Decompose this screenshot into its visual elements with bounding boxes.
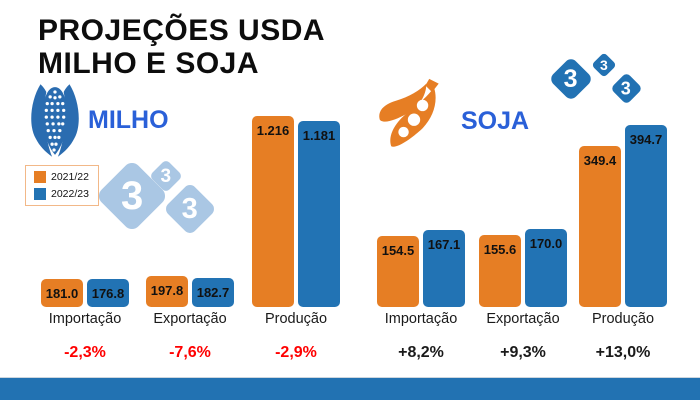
bar-milho-exportacao-2022-23: 182.7 xyxy=(192,278,234,307)
bar-group-milho-exportacao: 197.8 182.7 Exportação -7,6% xyxy=(128,0,252,400)
bar-soja-importacao-2022-23: 167.1 xyxy=(423,230,465,307)
bar-pair: 155.6 170.0 xyxy=(479,229,567,307)
bar-value: 1.216 xyxy=(256,123,290,138)
bar-soja-exportacao-2022-23: 170.0 xyxy=(525,229,567,307)
category-label: Produção xyxy=(264,311,328,327)
legend-swatch-2022-23 xyxy=(34,188,46,200)
bar-group-soja-exportacao: 155.6 170.0 Exportação +9,3% xyxy=(461,0,585,400)
category-label: Importação xyxy=(48,311,122,327)
legend-label-2022-23: 2022/23 xyxy=(51,188,89,200)
legend-item-2021-22: 2021/22 xyxy=(34,171,98,183)
page-title: PROJEÇÕES USDA MILHO E SOJA xyxy=(38,14,325,80)
category-label: Importação xyxy=(384,311,458,327)
bar-value: 176.8 xyxy=(91,286,125,301)
corn-icon xyxy=(26,82,84,160)
change-percent-label: -7,6% xyxy=(169,344,211,361)
bar-group-soja-producao: 349.4 394.7 Produção +13,0% xyxy=(561,0,685,400)
bar-milho-exportacao-2021-22: 197.8 xyxy=(146,276,188,307)
bar-value: 181.0 xyxy=(45,286,79,301)
bar-pair: 181.0 176.8 xyxy=(41,279,129,307)
legend-label-2021-22: 2021/22 xyxy=(51,171,89,183)
bar-pair: 197.8 182.7 xyxy=(146,276,234,307)
bar-pair: 1.216 1.181 xyxy=(252,116,340,307)
bar-milho-producao-2021-22: 1.216 xyxy=(252,116,294,307)
page-title-line2: MILHO E SOJA xyxy=(38,47,260,80)
section-label-milho: MILHO xyxy=(88,106,169,134)
bar-value: 349.4 xyxy=(583,153,617,168)
bar-value: 394.7 xyxy=(629,132,663,147)
soy-icon xyxy=(376,74,452,154)
bar-value: 1.181 xyxy=(302,128,336,143)
bar-group-soja-importacao: 154.5 167.1 Importação +8,2% xyxy=(359,0,483,400)
bar-group-milho-producao: 1.216 1.181 Produção -2,9% xyxy=(234,0,358,400)
change-percent-label: +9,3% xyxy=(500,344,546,361)
bar-soja-producao-2021-22: 349.4 xyxy=(579,146,621,307)
category-label: Produção xyxy=(591,311,655,327)
bar-value: 182.7 xyxy=(196,285,230,300)
bar-pair: 349.4 394.7 xyxy=(579,125,667,307)
bar-value: 154.5 xyxy=(381,243,415,258)
bar-soja-exportacao-2021-22: 155.6 xyxy=(479,235,521,307)
bar-value: 170.0 xyxy=(529,236,563,251)
legend-item-2022-23: 2022/23 xyxy=(34,188,98,200)
bar-milho-producao-2022-23: 1.181 xyxy=(298,121,340,307)
page-title-line1: PROJEÇÕES USDA xyxy=(38,14,326,47)
change-percent-label: +8,2% xyxy=(398,344,444,361)
category-label: Exportação xyxy=(153,311,227,327)
bar-milho-importacao-2021-22: 181.0 xyxy=(41,279,83,307)
bar-soja-importacao-2021-22: 154.5 xyxy=(377,236,419,307)
bar-value: 197.8 xyxy=(150,283,184,298)
change-percent-label: -2,9% xyxy=(275,344,317,361)
bar-group-milho-importacao: 181.0 176.8 Importação -2,3% xyxy=(23,0,147,400)
section-label-soja: SOJA xyxy=(461,107,530,135)
category-label: Exportação xyxy=(486,311,560,327)
bar-value: 155.6 xyxy=(483,242,517,257)
bar-milho-importacao-2022-23: 176.8 xyxy=(87,279,129,307)
change-percent-label: -2,3% xyxy=(64,344,106,361)
legend: 2021/22 2022/23 xyxy=(25,165,99,206)
bar-value: 167.1 xyxy=(427,237,461,252)
footer-bar xyxy=(0,377,700,400)
legend-swatch-2021-22 xyxy=(34,171,46,183)
bar-pair: 154.5 167.1 xyxy=(377,230,465,307)
change-percent-label: +13,0% xyxy=(595,344,651,361)
bar-soja-producao-2022-23: 394.7 xyxy=(625,125,667,307)
